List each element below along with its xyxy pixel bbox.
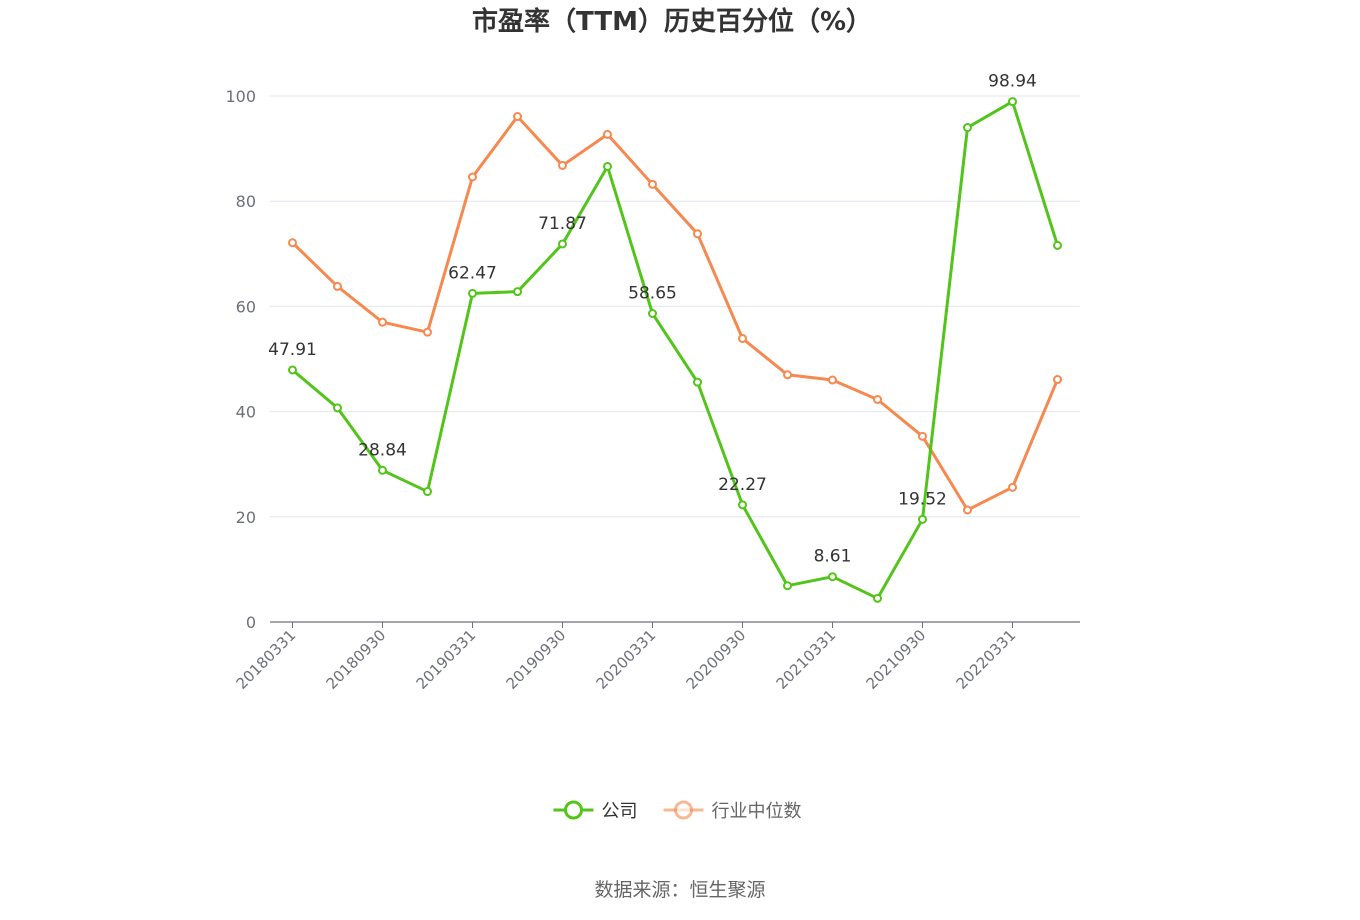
data-point[interactable] (738, 500, 747, 510)
data-point[interactable] (648, 309, 657, 319)
source-note: 数据来源：恒生聚源 (594, 879, 765, 901)
data-point[interactable] (783, 370, 792, 380)
x-tick-label: 20190331 (413, 626, 480, 693)
data-label: 98.94 (988, 72, 1037, 92)
data-point[interactable] (513, 287, 522, 297)
data-point[interactable] (873, 593, 882, 603)
data-point[interactable] (423, 327, 432, 337)
y-tick-label: 0 (246, 613, 256, 632)
data-point[interactable] (918, 431, 927, 441)
grid (270, 95, 1080, 518)
data-point[interactable] (378, 317, 387, 327)
data-point[interactable] (783, 581, 792, 591)
legend-marker-icon (564, 800, 583, 820)
y-tick-label: 60 (236, 297, 256, 316)
series-line (291, 100, 1059, 600)
y-tick-label: 20 (236, 508, 256, 527)
y-tick-label: 80 (236, 192, 256, 211)
data-labels: 47.91 28.84 62.47 71.87 58.65 22.27 8.61 19.52 9… (268, 72, 1037, 567)
x-tick-label: 20180930 (323, 626, 390, 693)
chart-title: 市盈率（TTM）历史百分位（%） (472, 6, 872, 37)
data-point[interactable] (738, 333, 747, 343)
legend-marker-icon (674, 800, 693, 820)
data-point[interactable] (468, 172, 477, 182)
x-tick-label: 20210930 (863, 626, 930, 693)
x-tick-label: 20180331 (233, 626, 300, 693)
data-point[interactable] (288, 238, 297, 248)
legend[interactable]: 公司 行业中位数 (553, 800, 802, 822)
data-point[interactable] (513, 112, 522, 122)
x-tick-label: 20210331 (773, 626, 840, 693)
data-point[interactable] (558, 160, 567, 170)
data-label: 22.27 (718, 475, 767, 495)
data-label: 58.65 (628, 284, 677, 304)
data-label: 8.61 (814, 547, 852, 567)
data-point[interactable] (333, 403, 342, 413)
data-label: 47.91 (268, 340, 317, 360)
data-point[interactable] (288, 365, 297, 375)
data-point[interactable] (423, 487, 432, 497)
legend-label: 行业中位数 (712, 801, 802, 822)
data-label: 19.52 (898, 489, 947, 509)
data-point[interactable] (1053, 240, 1062, 250)
data-label: 62.47 (448, 263, 497, 283)
data-point[interactable] (828, 375, 837, 385)
data-point[interactable] (693, 229, 702, 239)
series-layer (288, 97, 1062, 603)
data-point[interactable] (648, 179, 657, 189)
data-point[interactable] (603, 161, 612, 171)
data-point[interactable] (333, 281, 342, 291)
legend-item[interactable]: 行业中位数 (663, 800, 802, 822)
x-tick-label: 20200331 (593, 626, 660, 693)
x-tick-label: 20200930 (683, 626, 750, 693)
x-tick-label: 20220331 (953, 626, 1020, 693)
data-point[interactable] (693, 377, 702, 387)
data-point[interactable] (963, 505, 972, 515)
series-公司 (288, 97, 1062, 603)
data-point[interactable] (1053, 375, 1062, 385)
y-tick-label: 40 (236, 403, 256, 422)
data-label: 28.84 (358, 440, 407, 460)
series-line (291, 115, 1059, 512)
data-point[interactable] (1008, 482, 1017, 492)
data-point[interactable] (828, 572, 837, 582)
legend-item[interactable]: 公司 (553, 800, 638, 822)
data-point[interactable] (558, 239, 567, 249)
data-point[interactable] (963, 123, 972, 133)
data-point[interactable] (918, 514, 927, 524)
data-point[interactable] (468, 288, 477, 298)
y-tick-label: 100 (225, 87, 256, 106)
legend-label: 公司 (602, 801, 638, 822)
data-point[interactable] (873, 395, 882, 405)
data-point[interactable] (603, 129, 612, 139)
x-tick-label: 20190930 (503, 626, 570, 693)
data-point[interactable] (378, 465, 387, 475)
data-point[interactable] (1008, 97, 1017, 107)
data-label: 71.87 (538, 214, 587, 234)
axes: 0 20 40 60 80 100 20180331 20180930 20190331 2019… (225, 87, 1080, 693)
